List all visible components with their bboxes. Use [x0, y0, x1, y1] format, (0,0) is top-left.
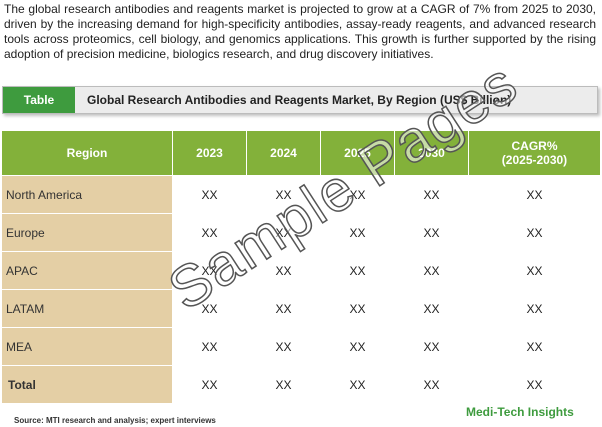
value-cell: XX: [172, 175, 247, 214]
header-cagr-label: CAGR%: [511, 139, 558, 153]
intro-paragraph: The global research antibodies and reage…: [4, 2, 596, 61]
region-cell: APAC: [1, 251, 173, 290]
value-cell: XX: [246, 289, 321, 328]
value-cell: XX: [468, 251, 601, 290]
value-cell: XX: [246, 327, 321, 366]
region-cell: North America: [1, 175, 173, 214]
value-cell: XX: [394, 327, 469, 366]
header-2025: 2025: [320, 130, 395, 176]
region-cell: MEA: [1, 327, 173, 366]
table-row: LATAM XX XX XX XX XX: [1, 289, 601, 328]
value-cell: XX: [468, 213, 601, 252]
value-cell: XX: [320, 175, 395, 214]
value-cell: XX: [320, 327, 395, 366]
value-cell: XX: [172, 327, 247, 366]
header-2023: 2023: [172, 130, 247, 176]
value-cell: XX: [246, 251, 321, 290]
table-row: Europe XX XX XX XX XX: [1, 213, 601, 252]
value-cell: XX: [468, 327, 601, 366]
value-cell: XX: [172, 365, 247, 404]
header-2024: 2024: [246, 130, 321, 176]
value-cell: XX: [320, 251, 395, 290]
header-2030: 2030: [394, 130, 469, 176]
source-note: Source: MTI research and analysis; exper…: [14, 416, 216, 425]
value-cell: XX: [246, 213, 321, 252]
value-cell: XX: [172, 213, 247, 252]
brand-logo: Medi-Tech Insights: [466, 405, 574, 419]
value-cell: XX: [246, 365, 321, 404]
value-cell: XX: [246, 175, 321, 214]
header-cagr: CAGR% (2025-2030): [468, 130, 601, 176]
table-row: APAC XX XX XX XX XX: [1, 251, 601, 290]
value-cell: XX: [394, 251, 469, 290]
table-title: Global Research Antibodies and Reagents …: [87, 93, 512, 107]
value-cell: XX: [394, 289, 469, 328]
region-cell: Total: [1, 365, 173, 404]
value-cell: XX: [394, 175, 469, 214]
value-cell: XX: [172, 289, 247, 328]
header-region: Region: [1, 130, 173, 176]
value-cell: XX: [394, 365, 469, 404]
table-header-row: Region 2023 2024 2025 2030 CAGR% (2025-2…: [1, 130, 601, 176]
value-cell: XX: [468, 365, 601, 404]
table-row: North America XX XX XX XX XX: [1, 175, 601, 214]
value-cell: XX: [320, 289, 395, 328]
value-cell: XX: [172, 251, 247, 290]
region-cell: LATAM: [1, 289, 173, 328]
value-cell: XX: [468, 175, 601, 214]
table-row: Total XX XX XX XX XX: [1, 365, 601, 404]
header-cagr-period: (2025-2030): [501, 153, 568, 167]
table-tag: Table: [3, 87, 75, 113]
table-row: MEA XX XX XX XX XX: [1, 327, 601, 366]
value-cell: XX: [320, 213, 395, 252]
table-title-bar: Table Global Research Antibodies and Rea…: [2, 86, 598, 114]
region-cell: Europe: [1, 213, 173, 252]
value-cell: XX: [320, 365, 395, 404]
value-cell: XX: [468, 289, 601, 328]
value-cell: XX: [394, 213, 469, 252]
market-table: Region 2023 2024 2025 2030 CAGR% (2025-2…: [1, 130, 601, 404]
